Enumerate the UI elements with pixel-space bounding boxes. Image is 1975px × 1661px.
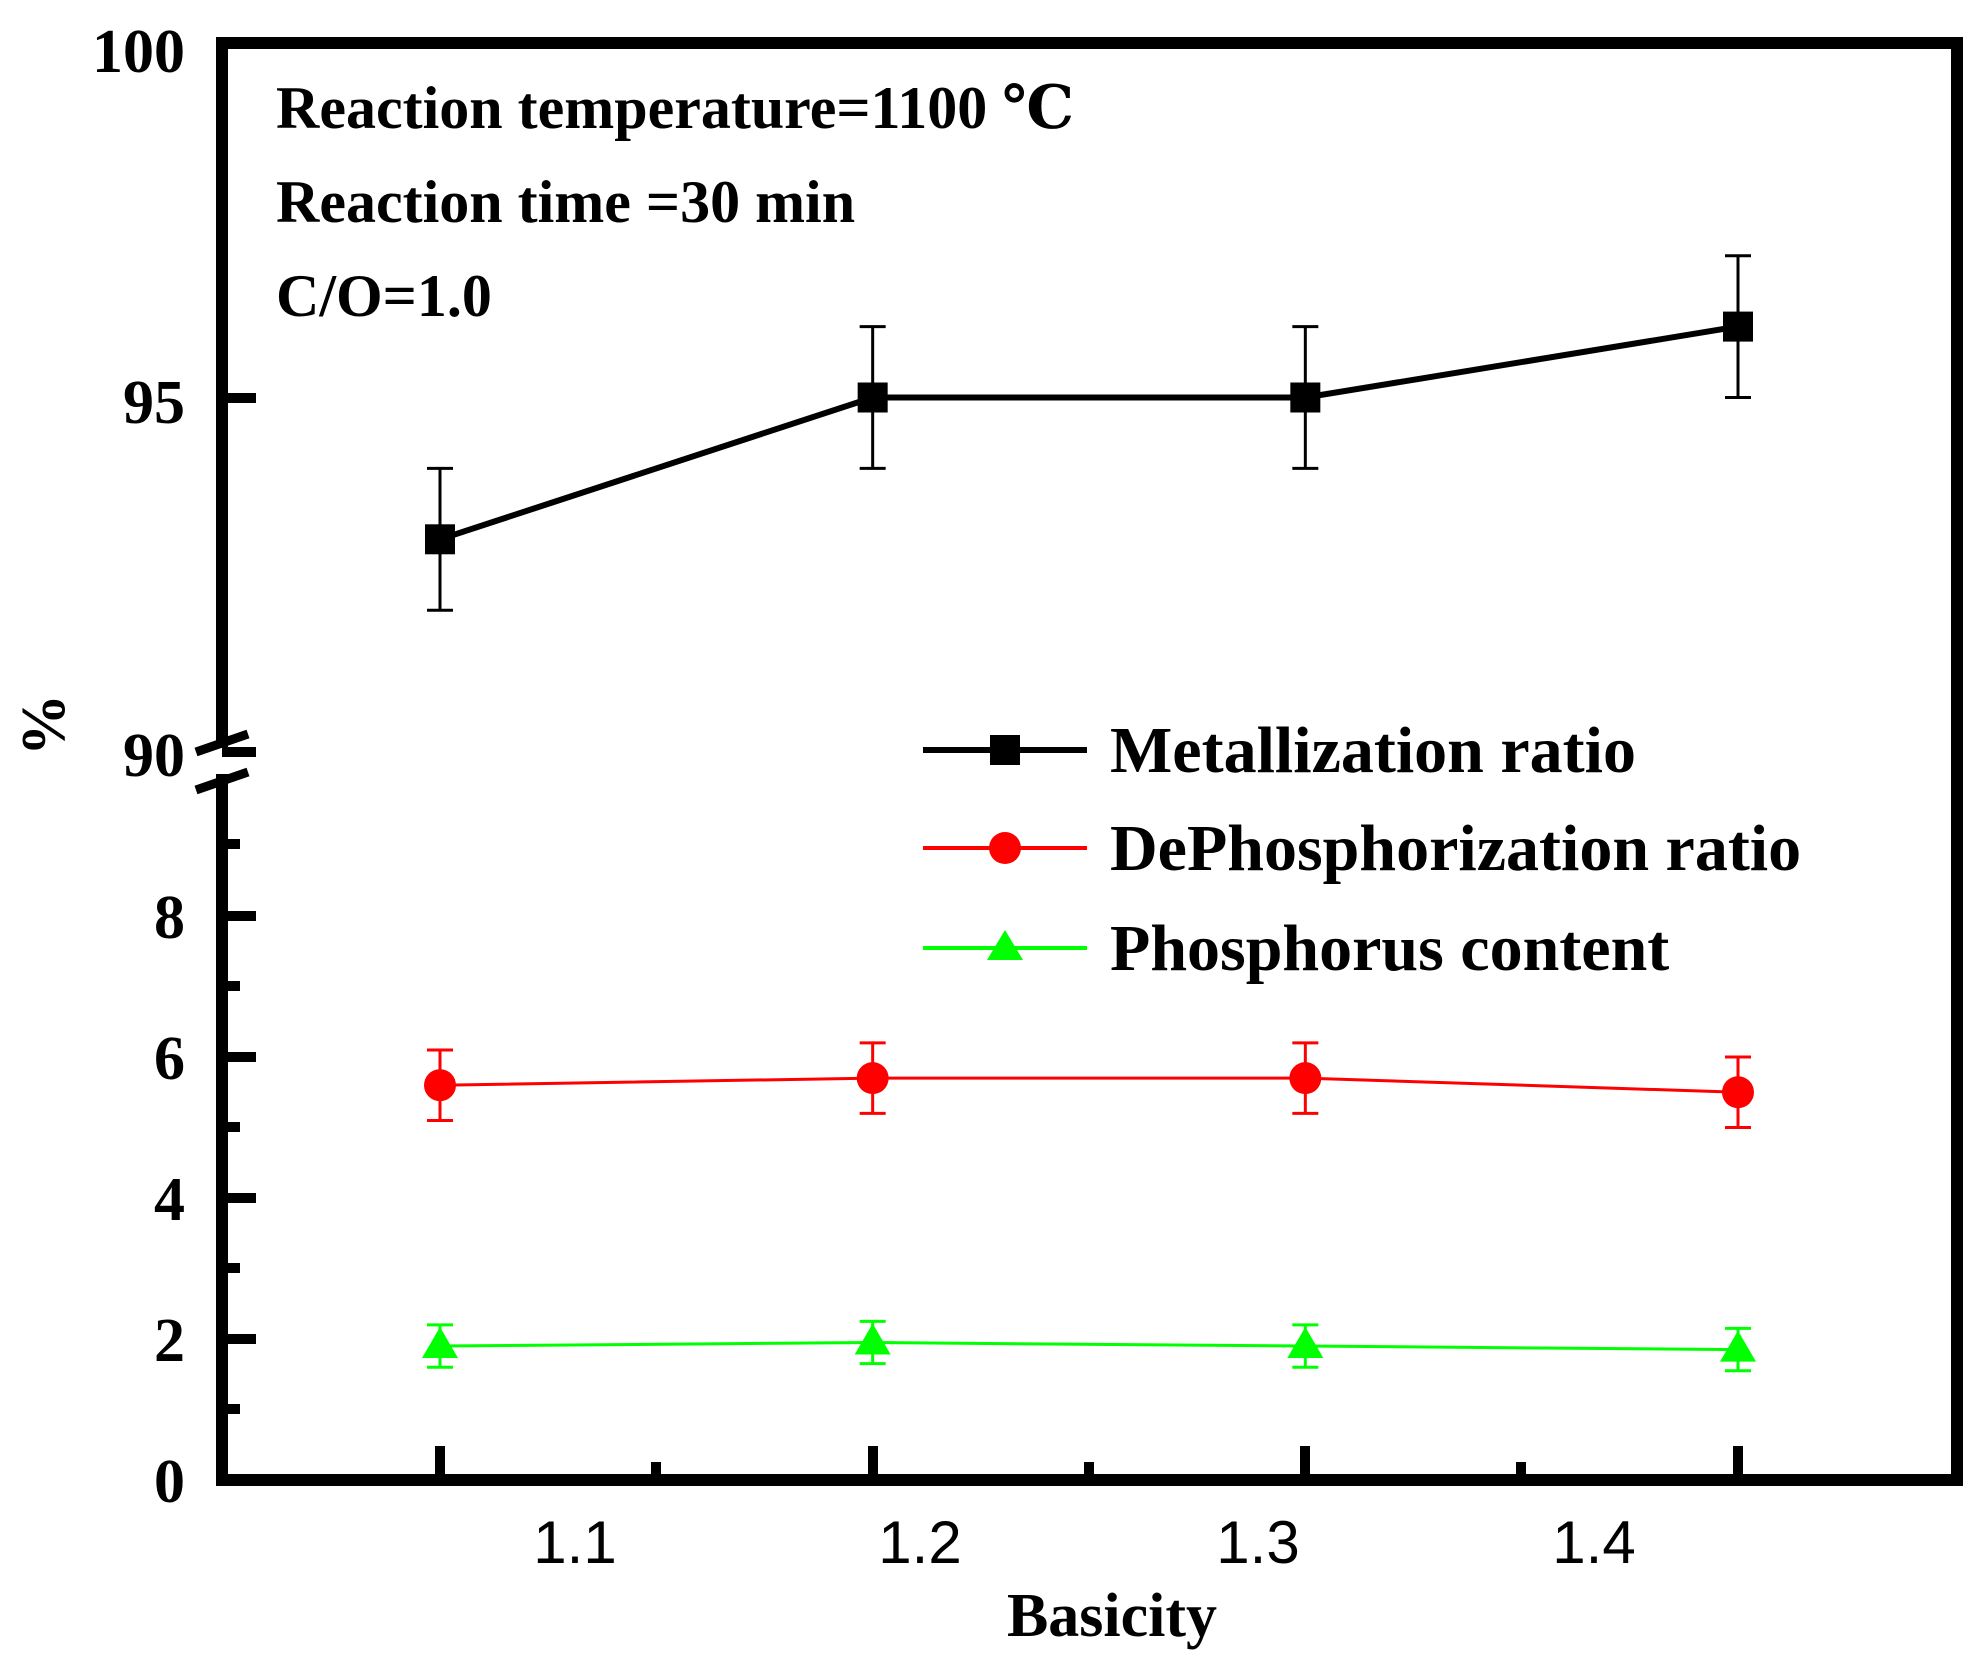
legend-label-phosphorus: Phosphorus content — [1110, 912, 1669, 985]
data-point-2-2 — [1287, 1327, 1324, 1359]
data-point-0-1 — [857, 382, 888, 413]
annotation-time: Reaction time =30 min — [276, 169, 855, 235]
series-line-2 — [439, 1341, 1739, 1352]
legend-marker-circle — [989, 832, 1021, 864]
plot-frame — [216, 37, 1963, 1486]
x-tick-label-1.1: 1.1 — [533, 1509, 616, 1576]
y-tick-label-95: 95 — [123, 369, 185, 437]
legend-marker-square — [990, 735, 1020, 765]
legend-label-metallization: Metallization ratio — [1110, 714, 1636, 787]
annotation-temperature: Reaction temperature=1100 ℃ — [276, 75, 1074, 141]
x-tick-label-1.4: 1.4 — [1552, 1509, 1635, 1576]
y-tick-label-90: 90 — [123, 722, 185, 790]
legend-item-metallization: Metallization ratio — [923, 714, 1636, 787]
data-point-2-3 — [1720, 1330, 1756, 1362]
y-tick-label-0: 0 — [154, 1448, 185, 1516]
x-tick-label-1.2: 1.2 — [878, 1509, 961, 1576]
y-tick-label-4: 4 — [154, 1166, 185, 1234]
y-axis-title: % — [10, 694, 78, 756]
y-axis-ticks — [222, 38, 256, 1414]
y-tick-label-6: 6 — [154, 1025, 185, 1093]
x-axis-title: Basicity — [1007, 1582, 1217, 1650]
y-tick-label-8: 8 — [154, 884, 185, 952]
data-point-1-3 — [1722, 1076, 1754, 1109]
y-tick-label-2: 2 — [154, 1307, 185, 1375]
series-layer — [422, 254, 1756, 1373]
data-point-0-2 — [1290, 382, 1321, 413]
x-tick-label-1.3: 1.3 — [1216, 1509, 1299, 1576]
data-point-1-1 — [856, 1062, 889, 1095]
data-point-2-1 — [854, 1323, 891, 1355]
legend: Metallization ratio DePhosphorization ra… — [923, 714, 1801, 985]
data-point-0-0 — [425, 524, 455, 555]
series-line-1 — [439, 1076, 1739, 1094]
y-tick-label-100: 100 — [92, 18, 185, 86]
legend-label-dephosphorization: DePhosphorization ratio — [1110, 812, 1801, 885]
data-point-1-2 — [1289, 1062, 1322, 1095]
data-point-2-0 — [422, 1327, 458, 1359]
data-point-0-3 — [1723, 311, 1753, 342]
y-axis-break — [194, 729, 250, 795]
series-line-0 — [439, 323, 1739, 543]
legend-marker-triangle — [987, 930, 1023, 960]
data-point-1-0 — [424, 1069, 456, 1102]
annotation-co-ratio: C/O=1.0 — [276, 263, 492, 329]
x-axis-ticks — [435, 1446, 1743, 1480]
legend-item-phosphorus: Phosphorus content — [923, 912, 1669, 985]
legend-item-dephosphorization: DePhosphorization ratio — [923, 812, 1801, 885]
